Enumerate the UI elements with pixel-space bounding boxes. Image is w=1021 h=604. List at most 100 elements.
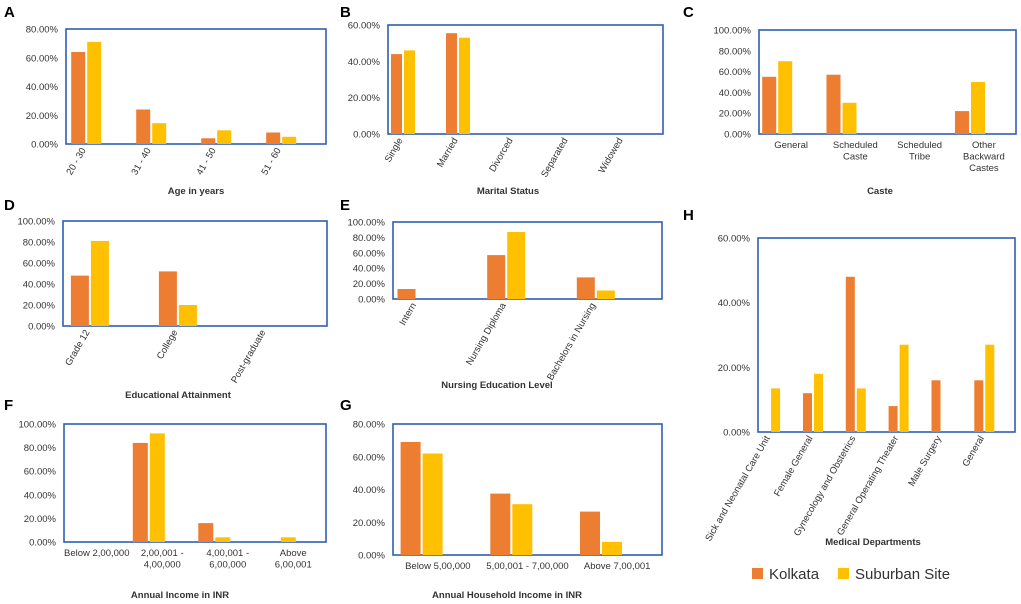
y-tick-label: 20.00% <box>23 301 56 312</box>
y-tick-label: 40.00% <box>26 82 59 93</box>
bar-suburban-3 <box>282 136 297 144</box>
plot-frame <box>757 237 1016 433</box>
y-axis-ticks: 0.00% 20.00% 40.00% 60.00% 80.00% <box>26 25 59 151</box>
x-axis-categories: Grade 12 College Post-graduate <box>63 328 268 385</box>
y-tick-label: 80.00% <box>353 233 386 244</box>
y-tick-label: 20.00% <box>353 279 386 290</box>
legend-label-kolkata: Kolkata <box>769 566 820 583</box>
bar-suburban-2 <box>215 537 231 542</box>
bars <box>762 61 985 135</box>
x-category-label: Below 2,00,000 <box>64 548 130 559</box>
panel-h: H 0.00% 20.00% 40.00% 60.00% Sick and Neona… <box>683 207 1016 548</box>
panel-letter: C <box>683 4 694 21</box>
panel-a: A 0.00% 20.00% 40.00% 60.00% 80.00% 20 - 30 3… <box>4 4 327 197</box>
y-tick-label: 80.00% <box>719 46 752 57</box>
y-tick-label: 20.00% <box>719 109 752 120</box>
bar-suburban-0 <box>87 41 102 144</box>
y-tick-label: 20.00% <box>26 111 59 122</box>
bar-suburban-3 <box>971 82 985 134</box>
x-category-label: Male Surgery <box>906 434 944 489</box>
bar-kolkata-5 <box>974 380 984 432</box>
panel-d: D 0.00% 20.00% 40.00% 60.00% 80.00% 100.00% G… <box>4 197 328 401</box>
bar-suburban-5 <box>985 344 995 432</box>
bar-kolkata-2 <box>580 511 600 555</box>
x-category-label: Other Backward Castes <box>963 140 1005 174</box>
bar-kolkata-0 <box>71 52 86 144</box>
y-tick-label: 40.00% <box>348 57 381 68</box>
x-category-label: General <box>960 434 986 469</box>
bar-kolkata-3 <box>888 406 898 432</box>
y-tick-label: 0.00% <box>723 428 750 439</box>
bar-kolkata-4 <box>931 380 941 432</box>
x-category-label: Separated <box>539 136 570 179</box>
bar-kolkata-3 <box>955 111 969 134</box>
y-axis-ticks: 0.00% 20.00% 40.00% 60.00% 80.00% 100.00% <box>347 218 385 306</box>
panel-letter: G <box>340 397 352 414</box>
x-axis-title: Caste <box>867 186 893 197</box>
bar-kolkata-0 <box>397 289 416 299</box>
bar-suburban-1 <box>842 102 857 134</box>
x-category-label: 51 - 60 <box>259 146 283 177</box>
plot-frame <box>65 28 327 145</box>
bar-suburban-1 <box>814 373 823 432</box>
bar-kolkata-1 <box>490 493 511 555</box>
x-axis-title: Medical Departments <box>825 537 921 548</box>
y-tick-label: 100.00% <box>18 420 56 431</box>
bar-suburban-0 <box>771 388 781 432</box>
panel-g: G 0.00% 20.00% 40.00% 60.00% 80.00% Below 5,… <box>340 397 663 601</box>
x-category-label: Scheduled Caste <box>833 140 878 163</box>
bar-suburban-2 <box>217 130 232 144</box>
y-tick-label: 0.00% <box>353 130 380 141</box>
bar-kolkata-2 <box>576 277 595 299</box>
bar-suburban-0 <box>90 240 109 326</box>
y-tick-label: 0.00% <box>358 551 385 562</box>
y-tick-label: 60.00% <box>23 259 56 270</box>
bar-suburban-0 <box>778 61 793 135</box>
bars <box>400 442 622 555</box>
bar-kolkata-2 <box>845 276 855 432</box>
y-tick-label: 0.00% <box>28 322 55 333</box>
legend: Kolkata Suburban Site <box>752 566 950 583</box>
x-axis-title: Nursing Education Level <box>441 380 552 391</box>
x-category-label: College <box>155 328 181 361</box>
y-tick-label: 100.00% <box>347 218 385 229</box>
panel-letter: H <box>683 207 694 224</box>
bar-suburban-0 <box>404 50 415 134</box>
bar-kolkata-0 <box>70 275 89 326</box>
x-category-label: 20 - 30 <box>64 146 88 177</box>
bar-suburban-1 <box>149 433 165 542</box>
x-axis-title: Annual Household Income in INR <box>432 590 582 601</box>
panel-letter: A <box>4 4 15 21</box>
x-axis-categories: Intern Nursing Diploma Bachelors in Nursin… <box>397 300 598 382</box>
bar-suburban-1 <box>512 504 533 555</box>
x-category-label: 4,00,001 -6,00,000 <box>206 548 249 571</box>
x-category-label: Grade 12 <box>63 328 92 368</box>
y-axis-ticks: 0.00% 20.00% 40.00% 60.00% <box>718 234 751 439</box>
bars <box>391 33 470 135</box>
x-category-label: 2,00,001 -4,00,000 <box>141 548 184 571</box>
x-axis-title: Annual Income in INR <box>131 590 229 601</box>
y-tick-label: 40.00% <box>718 298 751 309</box>
x-category-label: Single <box>383 136 406 164</box>
panel-letter: D <box>4 197 15 214</box>
y-tick-label: 60.00% <box>26 53 59 64</box>
legend-label-suburban: Suburban Site <box>855 566 950 583</box>
y-tick-label: 0.00% <box>358 295 385 306</box>
bar-kolkata-0 <box>391 54 402 134</box>
bar-suburban-0 <box>422 453 443 555</box>
bars <box>71 41 297 145</box>
bar-kolkata-0 <box>400 442 421 555</box>
y-tick-label: 20.00% <box>353 518 386 529</box>
bar-kolkata-1 <box>487 255 506 299</box>
y-tick-label: 60.00% <box>353 248 386 259</box>
y-tick-label: 20.00% <box>24 514 57 525</box>
x-axis-title: Educational Attainment <box>125 390 232 401</box>
y-tick-label: 60.00% <box>348 21 381 32</box>
x-category-label: Below 5,00,000 <box>405 561 471 572</box>
y-tick-label: 80.00% <box>26 25 59 36</box>
x-category-label: Above 6,00,001 <box>275 548 312 571</box>
bar-kolkata-1 <box>803 393 812 432</box>
x-axis-title: Age in years <box>168 186 225 197</box>
y-axis-ticks: 0.00% 20.00% 40.00% 60.00% <box>348 21 381 141</box>
